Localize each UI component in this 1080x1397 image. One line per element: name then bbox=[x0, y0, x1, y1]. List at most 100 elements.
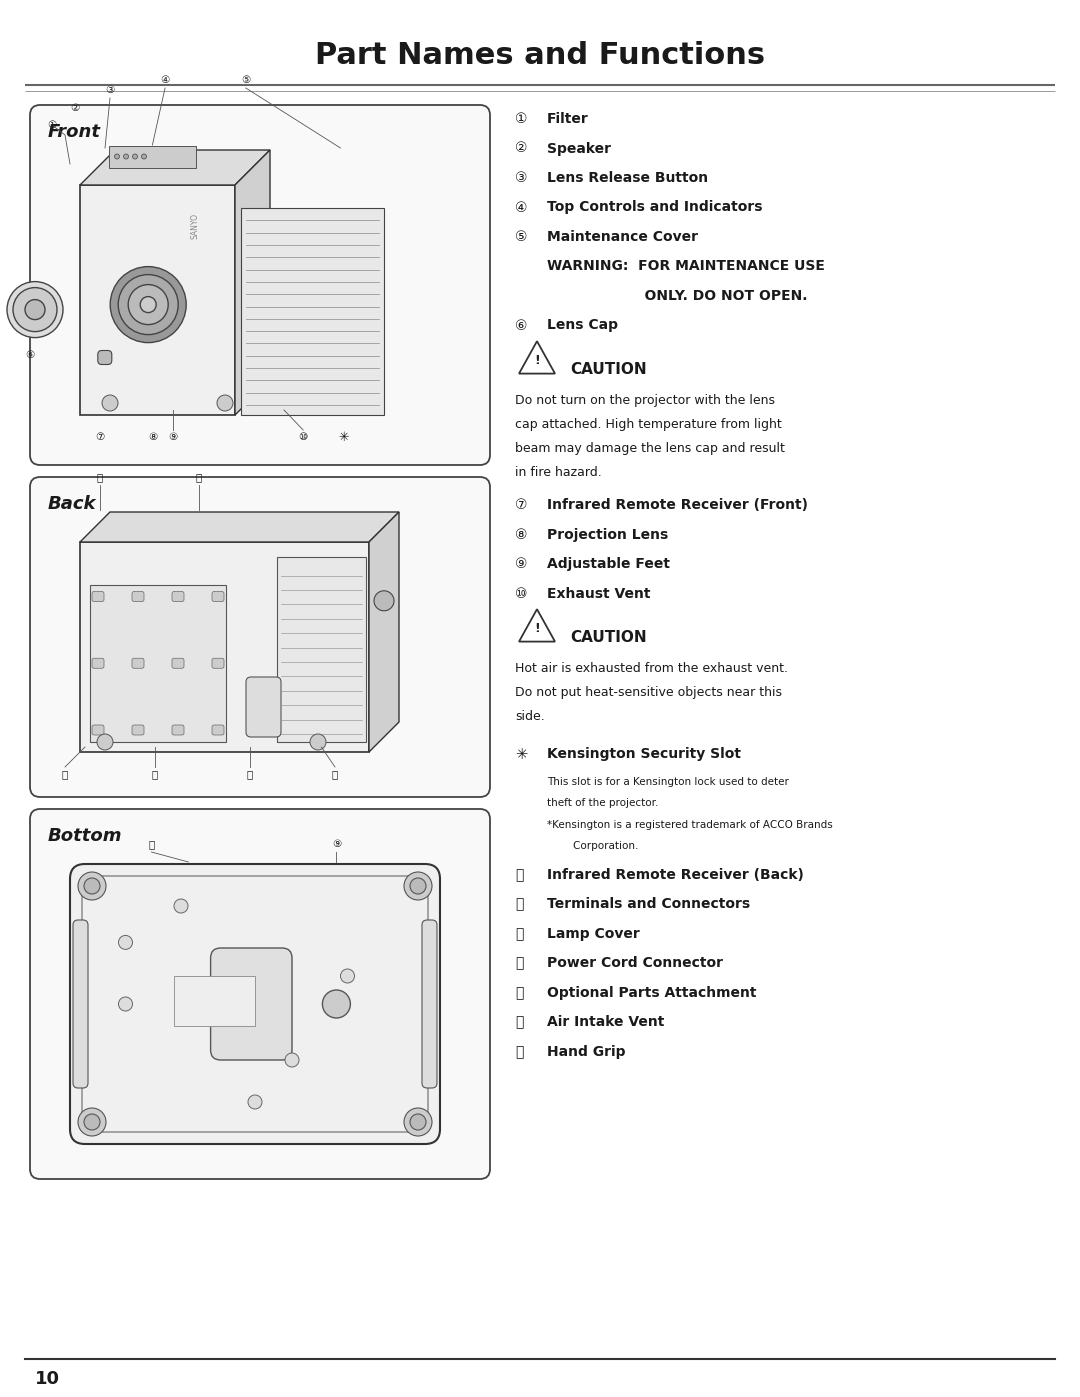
Text: ⑩: ⑩ bbox=[515, 587, 527, 601]
Text: ⑯: ⑯ bbox=[515, 1016, 524, 1030]
Text: ⑯: ⑯ bbox=[332, 768, 338, 780]
Text: beam may damage the lens cap and result: beam may damage the lens cap and result bbox=[515, 441, 785, 455]
Circle shape bbox=[110, 267, 186, 342]
Text: Exhaust Vent: Exhaust Vent bbox=[546, 587, 650, 601]
FancyBboxPatch shape bbox=[241, 208, 383, 415]
Circle shape bbox=[174, 900, 188, 914]
Text: ⑥: ⑥ bbox=[25, 349, 35, 359]
FancyBboxPatch shape bbox=[278, 557, 366, 742]
Text: !: ! bbox=[535, 353, 540, 366]
Text: ⑨: ⑨ bbox=[168, 432, 177, 441]
Text: ⑪: ⑪ bbox=[515, 868, 524, 882]
Text: *Kensington is a registered trademark of ACCO Brands: *Kensington is a registered trademark of… bbox=[546, 820, 833, 830]
Text: ①: ① bbox=[48, 120, 56, 130]
Text: This slot is for a Kensington lock used to deter: This slot is for a Kensington lock used … bbox=[546, 777, 788, 787]
FancyBboxPatch shape bbox=[212, 725, 224, 735]
Circle shape bbox=[133, 154, 137, 159]
Text: WARNING:  FOR MAINTENANCE USE: WARNING: FOR MAINTENANCE USE bbox=[546, 260, 825, 274]
FancyBboxPatch shape bbox=[80, 542, 369, 752]
Text: Adjustable Feet: Adjustable Feet bbox=[546, 557, 670, 571]
Text: Filter: Filter bbox=[546, 112, 589, 126]
FancyBboxPatch shape bbox=[132, 725, 144, 735]
Circle shape bbox=[248, 1095, 262, 1109]
Text: Bottom: Bottom bbox=[48, 827, 122, 845]
Text: ⑫: ⑫ bbox=[515, 897, 524, 911]
Text: ⑧: ⑧ bbox=[515, 528, 527, 542]
Text: Air Intake Vent: Air Intake Vent bbox=[546, 1016, 664, 1030]
Text: ONLY. DO NOT OPEN.: ONLY. DO NOT OPEN. bbox=[546, 289, 808, 303]
FancyBboxPatch shape bbox=[90, 584, 226, 742]
Text: ③: ③ bbox=[515, 170, 527, 184]
Circle shape bbox=[404, 1108, 432, 1136]
Text: Maintenance Cover: Maintenance Cover bbox=[546, 231, 698, 244]
Circle shape bbox=[6, 282, 63, 338]
Text: ✳: ✳ bbox=[338, 430, 349, 443]
Circle shape bbox=[285, 1053, 299, 1067]
Polygon shape bbox=[519, 341, 555, 373]
FancyBboxPatch shape bbox=[246, 678, 281, 738]
Text: ⑭: ⑭ bbox=[151, 768, 158, 780]
Text: ⑮: ⑮ bbox=[515, 986, 524, 1000]
Text: Part Names and Functions: Part Names and Functions bbox=[315, 41, 765, 70]
Text: ④: ④ bbox=[161, 75, 170, 85]
Circle shape bbox=[97, 733, 113, 750]
Text: Do not turn on the projector with the lens: Do not turn on the projector with the le… bbox=[515, 394, 775, 407]
FancyBboxPatch shape bbox=[132, 591, 144, 602]
Text: in fire hazard.: in fire hazard. bbox=[515, 467, 602, 479]
Text: Lamp Cover: Lamp Cover bbox=[546, 926, 639, 942]
Text: Corporation.: Corporation. bbox=[546, 841, 638, 851]
Text: SANYO: SANYO bbox=[190, 214, 199, 239]
Circle shape bbox=[404, 872, 432, 900]
Text: ✳: ✳ bbox=[515, 747, 527, 761]
Text: Terminals and Connectors: Terminals and Connectors bbox=[546, 897, 751, 911]
FancyBboxPatch shape bbox=[92, 658, 104, 668]
Text: ⑪: ⑪ bbox=[97, 472, 103, 482]
Text: Projection Lens: Projection Lens bbox=[546, 528, 669, 542]
Text: Hand Grip: Hand Grip bbox=[546, 1045, 625, 1059]
Text: ⑰: ⑰ bbox=[148, 840, 154, 849]
Text: Back: Back bbox=[48, 495, 96, 513]
Text: ⑬: ⑬ bbox=[62, 768, 68, 780]
Text: ⑨: ⑨ bbox=[515, 557, 527, 571]
Text: side.: side. bbox=[515, 710, 544, 724]
Text: Speaker: Speaker bbox=[546, 141, 611, 155]
Text: Infrared Remote Receiver (Back): Infrared Remote Receiver (Back) bbox=[546, 868, 804, 882]
Circle shape bbox=[140, 296, 157, 313]
Text: ⑩: ⑩ bbox=[298, 432, 308, 441]
Text: ⑦: ⑦ bbox=[95, 432, 105, 441]
FancyBboxPatch shape bbox=[92, 591, 104, 602]
Text: 10: 10 bbox=[35, 1370, 60, 1389]
Text: !: ! bbox=[535, 622, 540, 634]
Circle shape bbox=[78, 872, 106, 900]
Text: ⑨: ⑨ bbox=[332, 840, 341, 849]
Circle shape bbox=[340, 970, 354, 983]
Text: ②: ② bbox=[515, 141, 527, 155]
FancyBboxPatch shape bbox=[30, 105, 490, 465]
Polygon shape bbox=[235, 149, 270, 415]
Circle shape bbox=[13, 288, 57, 331]
Text: ⑬: ⑬ bbox=[515, 926, 524, 942]
Text: Top Controls and Indicators: Top Controls and Indicators bbox=[546, 201, 762, 215]
FancyBboxPatch shape bbox=[172, 658, 184, 668]
Text: Kensington Security Slot: Kensington Security Slot bbox=[546, 747, 741, 761]
FancyBboxPatch shape bbox=[172, 591, 184, 602]
FancyBboxPatch shape bbox=[422, 921, 437, 1088]
Circle shape bbox=[129, 285, 168, 324]
Text: ⑮: ⑮ bbox=[247, 768, 253, 780]
FancyBboxPatch shape bbox=[92, 725, 104, 735]
Circle shape bbox=[25, 299, 45, 320]
FancyBboxPatch shape bbox=[80, 184, 235, 415]
FancyBboxPatch shape bbox=[70, 863, 440, 1144]
Polygon shape bbox=[369, 511, 399, 752]
Circle shape bbox=[410, 1113, 426, 1130]
Circle shape bbox=[119, 936, 133, 950]
Circle shape bbox=[78, 1108, 106, 1136]
FancyBboxPatch shape bbox=[109, 145, 195, 168]
Circle shape bbox=[119, 997, 133, 1011]
FancyBboxPatch shape bbox=[172, 725, 184, 735]
Text: Lens Cap: Lens Cap bbox=[546, 319, 618, 332]
FancyBboxPatch shape bbox=[211, 949, 292, 1060]
Circle shape bbox=[310, 733, 326, 750]
FancyBboxPatch shape bbox=[98, 351, 112, 365]
FancyBboxPatch shape bbox=[212, 658, 224, 668]
